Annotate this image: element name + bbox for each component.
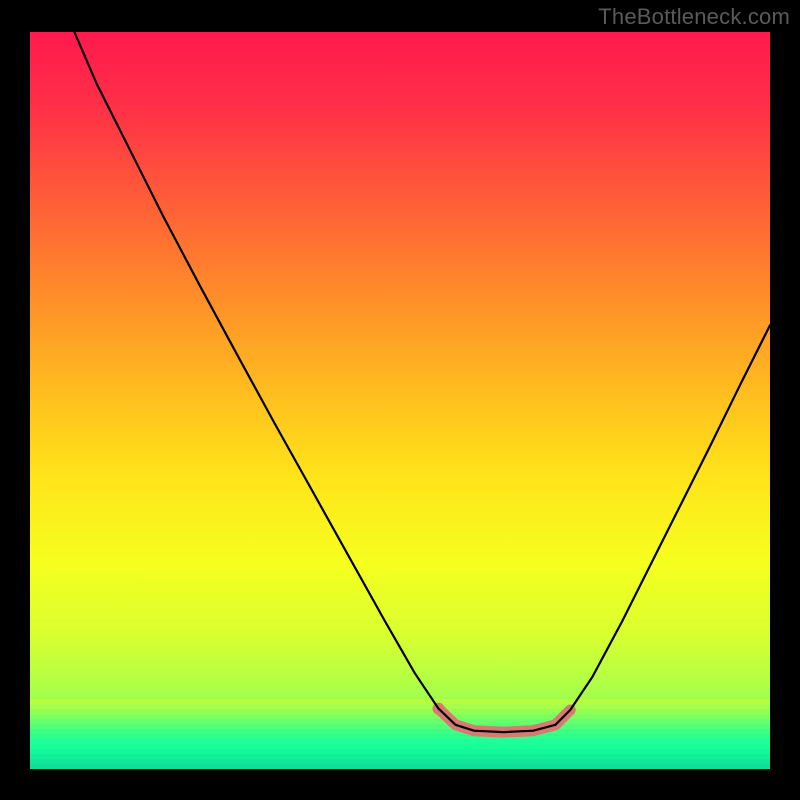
plot-area: [30, 32, 770, 769]
watermark-text: TheBottleneck.com: [598, 4, 790, 30]
valley-highlight: [439, 709, 571, 733]
bottleneck-curve: [74, 32, 770, 732]
curve-layer: [30, 32, 770, 769]
